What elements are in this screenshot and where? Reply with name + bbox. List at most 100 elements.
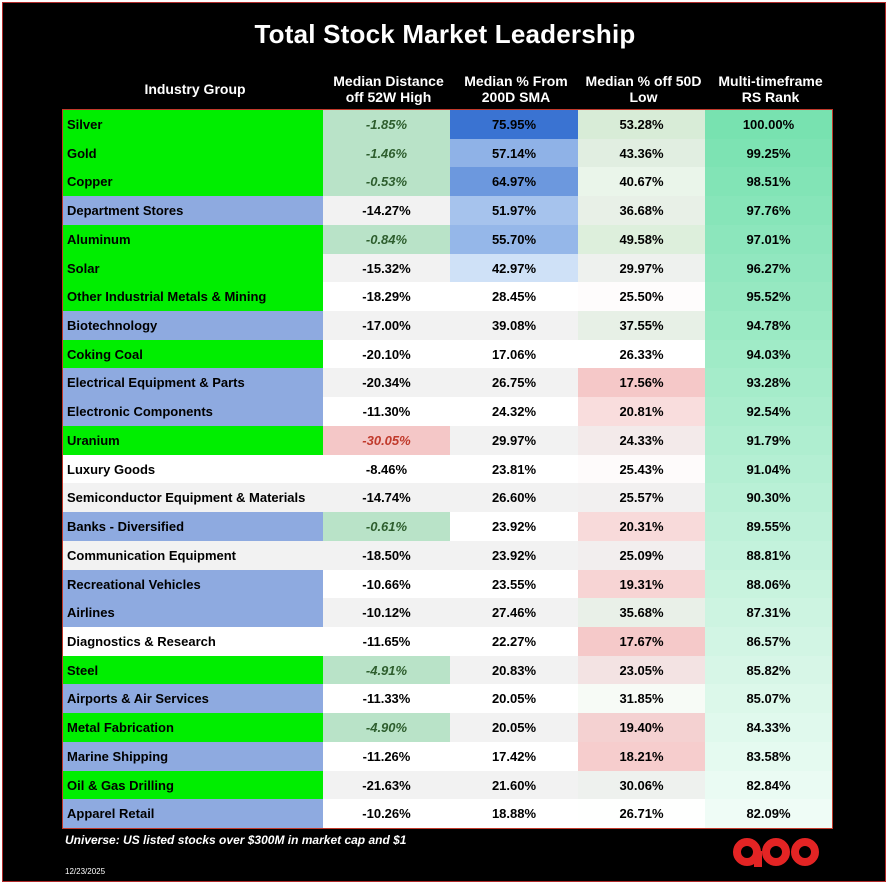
industry-group-cell: Apparel Retail xyxy=(63,799,323,829)
from-200d-sma-cell: 51.97% xyxy=(450,196,578,226)
dist-52w-high-cell: -10.66% xyxy=(323,569,450,599)
dist-52w-high-cell: -0.84% xyxy=(323,224,450,254)
rs-rank-cell: 85.07% xyxy=(705,684,832,714)
dist-52w-high-cell: -11.33% xyxy=(323,684,450,714)
from-200d-sma-cell: 18.88% xyxy=(450,799,578,829)
industry-group-cell: Recreational Vehicles xyxy=(63,569,323,599)
from-200d-sma-cell: 21.60% xyxy=(450,770,578,800)
rs-rank-cell: 87.31% xyxy=(705,598,832,628)
off-50d-low-cell: 25.50% xyxy=(578,282,705,312)
from-200d-sma-cell: 23.81% xyxy=(450,454,578,484)
off-50d-low-cell: 31.85% xyxy=(578,684,705,714)
table-row: Coking Coal -20.10% 17.06% 26.33% 94.03% xyxy=(63,339,832,369)
from-200d-sma-cell: 39.08% xyxy=(450,311,578,341)
table-row: Semiconductor Equipment & Materials -14.7… xyxy=(63,483,832,513)
industry-group-cell: Diagnostics & Research xyxy=(63,626,323,656)
rs-rank-cell: 88.81% xyxy=(705,540,832,570)
industry-group-cell: Airlines xyxy=(63,598,323,628)
industry-group-cell: Electrical Equipment & Parts xyxy=(63,368,323,398)
table-row: Solar -15.32% 42.97% 29.97% 96.27% xyxy=(63,253,832,283)
rs-rank-cell: 92.54% xyxy=(705,397,832,427)
off-50d-low-cell: 53.28% xyxy=(578,110,705,139)
table-row: Uranium -30.05% 29.97% 24.33% 91.79% xyxy=(63,425,832,455)
dist-52w-high-cell: -0.61% xyxy=(323,512,450,542)
off-50d-low-cell: 30.06% xyxy=(578,770,705,800)
industry-group-cell: Silver xyxy=(63,110,323,139)
dist-52w-high-cell: -20.34% xyxy=(323,368,450,398)
dist-52w-high-cell: -30.05% xyxy=(323,425,450,455)
rs-rank-cell: 86.57% xyxy=(705,626,832,656)
table-row: Biotechnology -17.00% 39.08% 37.55% 94.78% xyxy=(63,311,832,341)
from-200d-sma-cell: 23.92% xyxy=(450,540,578,570)
industry-group-cell: Department Stores xyxy=(63,196,323,226)
table-row: Silver -1.85% 75.95% 53.28% 100.00% xyxy=(63,110,832,139)
from-200d-sma-cell: 42.97% xyxy=(450,253,578,283)
from-200d-sma-cell: 29.97% xyxy=(450,425,578,455)
industry-group-cell: Uranium xyxy=(63,425,323,455)
rs-rank-cell: 99.25% xyxy=(705,138,832,168)
off-50d-low-cell: 25.57% xyxy=(578,483,705,513)
table-row: Electrical Equipment & Parts -20.34% 26.75… xyxy=(63,368,832,398)
dist-52w-high-cell: -11.30% xyxy=(323,397,450,427)
rs-rank-cell: 98.51% xyxy=(705,167,832,197)
rs-rank-cell: 90.30% xyxy=(705,483,832,513)
dist-52w-high-cell: -14.27% xyxy=(323,196,450,226)
rs-rank-cell: 91.79% xyxy=(705,425,832,455)
off-50d-low-cell: 18.21% xyxy=(578,741,705,771)
from-200d-sma-cell: 20.05% xyxy=(450,684,578,714)
rs-rank-cell: 83.58% xyxy=(705,741,832,771)
header-industry-group: Industry Group xyxy=(144,81,246,97)
from-200d-sma-cell: 22.27% xyxy=(450,626,578,656)
industry-group-cell: Luxury Goods xyxy=(63,454,323,484)
dist-52w-high-cell: -11.65% xyxy=(323,626,450,656)
off-50d-low-cell: 26.33% xyxy=(578,339,705,369)
dist-52w-high-cell: -18.29% xyxy=(323,282,450,312)
header-from-200d-sma: Median % From 200D SMA xyxy=(464,73,568,105)
rs-rank-cell: 91.04% xyxy=(705,454,832,484)
table-row: Luxury Goods -8.46% 23.81% 25.43% 91.04% xyxy=(63,454,832,484)
dist-52w-high-cell: -17.00% xyxy=(323,311,450,341)
dist-52w-high-cell: -4.90% xyxy=(323,713,450,743)
industry-group-cell: Steel xyxy=(63,655,323,685)
off-50d-low-cell: 36.68% xyxy=(578,196,705,226)
off-50d-low-cell: 40.67% xyxy=(578,167,705,197)
rs-rank-cell: 97.76% xyxy=(705,196,832,226)
report-date: 12/23/2025 xyxy=(65,867,106,876)
industry-group-cell: Gold xyxy=(63,138,323,168)
from-200d-sma-cell: 20.05% xyxy=(450,713,578,743)
off-50d-low-cell: 19.31% xyxy=(578,569,705,599)
table-row: Other Industrial Metals & Mining -18.29% 2… xyxy=(63,282,832,312)
industry-group-cell: Communication Equipment xyxy=(63,540,323,570)
table-row: Metal Fabrication -4.90% 20.05% 19.40% 84.33… xyxy=(63,713,832,743)
from-200d-sma-cell: 23.55% xyxy=(450,569,578,599)
dist-52w-high-cell: -20.10% xyxy=(323,339,450,369)
from-200d-sma-cell: 23.92% xyxy=(450,512,578,542)
off-50d-low-cell: 24.33% xyxy=(578,425,705,455)
table-row: Gold -1.46% 57.14% 43.36% 99.25% xyxy=(63,138,832,168)
from-200d-sma-cell: 26.60% xyxy=(450,483,578,513)
from-200d-sma-cell: 20.83% xyxy=(450,655,578,685)
industry-group-cell: Semiconductor Equipment & Materials xyxy=(63,483,323,513)
chart-title: Total Stock Market Leadership xyxy=(254,19,636,49)
table-row: Steel -4.91% 20.83% 23.05% 85.82% xyxy=(63,655,832,685)
off-50d-low-cell: 23.05% xyxy=(578,655,705,685)
from-200d-sma-cell: 57.14% xyxy=(450,138,578,168)
dist-52w-high-cell: -0.53% xyxy=(323,167,450,197)
dist-52w-high-cell: -8.46% xyxy=(323,454,450,484)
dist-52w-high-cell: -10.12% xyxy=(323,598,450,628)
table-row: Communication Equipment -18.50% 23.92% 25.0… xyxy=(63,540,832,570)
dist-52w-high-cell: -18.50% xyxy=(323,540,450,570)
leadership-table: Silver -1.85% 75.95% 53.28% 100.00% Gold -1.46… xyxy=(62,109,833,829)
from-200d-sma-cell: 24.32% xyxy=(450,397,578,427)
industry-group-cell: Aluminum xyxy=(63,224,323,254)
off-50d-low-cell: 17.67% xyxy=(578,626,705,656)
rs-rank-cell: 88.06% xyxy=(705,569,832,599)
rs-rank-cell: 95.52% xyxy=(705,282,832,312)
table-row: Airports & Air Services -11.33% 20.05% 31.8… xyxy=(63,684,832,714)
from-200d-sma-cell: 26.75% xyxy=(450,368,578,398)
from-200d-sma-cell: 55.70% xyxy=(450,224,578,254)
rs-rank-cell: 96.27% xyxy=(705,253,832,283)
dist-52w-high-cell: -11.26% xyxy=(323,741,450,771)
off-50d-low-cell: 43.36% xyxy=(578,138,705,168)
from-200d-sma-cell: 17.42% xyxy=(450,741,578,771)
